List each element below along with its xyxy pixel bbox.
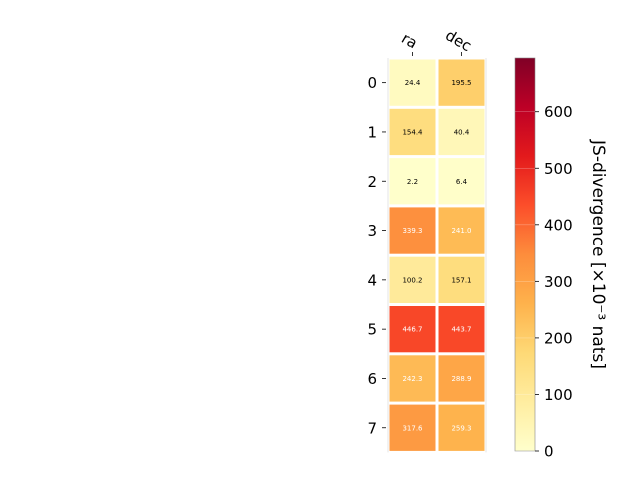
cell-value-label: 242.3 — [402, 375, 422, 383]
heatmap-cell — [389, 404, 436, 451]
cell-value-label: 443.7 — [451, 326, 471, 334]
row-labels: 0 1 2 3 4 5 6 7 — [367, 74, 386, 437]
row-label: 7 — [367, 419, 377, 437]
colorbar-tick-label: 300 — [544, 273, 573, 291]
heatmap-cells: 24.4 195.5 154.4 40.4 2.2 6.4 339.3 241.0 100.2 1… — [387, 58, 487, 453]
heatmap-cell — [438, 306, 485, 353]
row-label: 6 — [367, 370, 377, 388]
colorbar-tick-label: 100 — [544, 386, 573, 404]
heatmap-cell — [438, 355, 485, 402]
cell-value-label: 2.2 — [407, 178, 418, 186]
cell-value-label: 195.5 — [451, 79, 471, 87]
heatmap-cell — [438, 404, 485, 451]
heatmap-cell — [438, 59, 485, 106]
cell-value-label: 317.6 — [402, 424, 423, 432]
colorbar-tick-label: 600 — [544, 103, 573, 121]
heatmap-cell — [438, 207, 485, 254]
colorbar-tick-label: 200 — [544, 329, 573, 347]
row-label: 3 — [367, 222, 377, 240]
heatmap-cell — [389, 306, 436, 353]
cell-value-label: 154.4 — [402, 128, 423, 136]
cell-value-label: 446.7 — [402, 326, 422, 334]
heatmap-cell — [438, 256, 485, 303]
heatmap-cell — [438, 158, 485, 205]
colorbar-tick-label: 500 — [544, 160, 573, 178]
column-label: dec — [442, 26, 474, 55]
cell-value-label: 259.3 — [451, 424, 471, 432]
cell-value-label: 6.4 — [456, 178, 468, 186]
row-label: 4 — [367, 271, 377, 289]
row-label: 2 — [367, 173, 377, 191]
cell-value-label: 24.4 — [405, 79, 421, 87]
cell-value-label: 339.3 — [402, 227, 422, 235]
colorbar-tick-label: 400 — [544, 216, 573, 234]
heatmap-cell — [438, 108, 485, 156]
row-label: 0 — [367, 74, 377, 92]
colorbar: 0 100 200 300 400 500 600 JS-divergence [×10⁻³ … — [514, 57, 608, 461]
heatmap-cell — [389, 256, 436, 303]
cell-value-label: 100.2 — [402, 276, 422, 284]
row-label: 1 — [367, 123, 377, 141]
cell-value-label: 40.4 — [454, 128, 470, 136]
heatmap-cell — [389, 355, 436, 402]
cell-value-label: 157.1 — [451, 276, 471, 284]
heatmap-cell — [389, 59, 436, 106]
column-label: ra — [398, 29, 420, 52]
heatmap-cell — [389, 207, 436, 254]
colorbar-label: JS-divergence [×10⁻³ nats] — [588, 139, 608, 369]
heatmap-cell — [389, 158, 436, 205]
column-labels: ra dec — [398, 26, 475, 56]
cell-value-label: 241.0 — [451, 227, 471, 235]
cell-value-label: 288.9 — [451, 375, 471, 383]
colorbar-gradient — [514, 57, 536, 452]
row-label: 5 — [367, 321, 377, 339]
colorbar-tick-label: 0 — [544, 443, 554, 461]
heatmap-cell — [389, 108, 436, 156]
